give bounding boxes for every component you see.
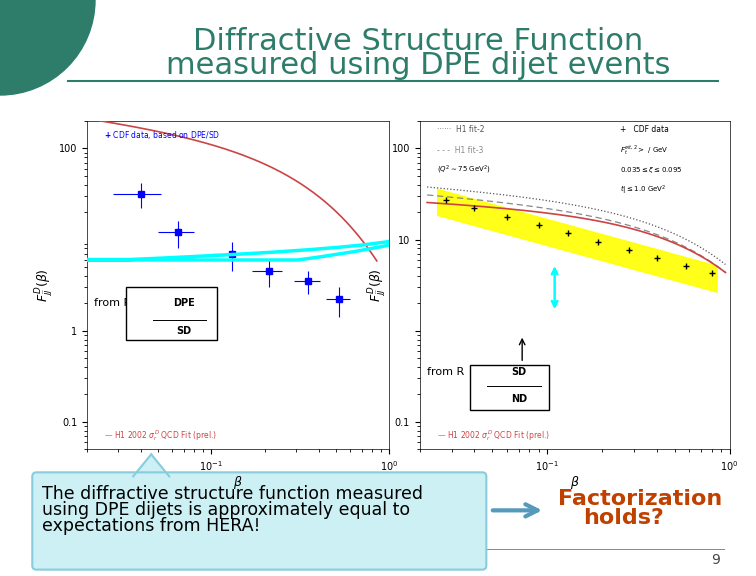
FancyBboxPatch shape bbox=[33, 472, 486, 570]
Text: $\bf{+}$ CDF data, based on DPE/SD: $\bf{+}$ CDF data, based on DPE/SD bbox=[104, 129, 221, 141]
Text: — H1 2002 $\sigma_r^D$ QCD Fit (prel.): — H1 2002 $\sigma_r^D$ QCD Fit (prel.) bbox=[104, 429, 217, 444]
Y-axis label: $F_{jj}^{D}(\beta)$: $F_{jj}^{D}(\beta)$ bbox=[367, 268, 389, 302]
Text: using DPE dijets is approximately equal to: using DPE dijets is approximately equal … bbox=[42, 501, 410, 520]
Text: $F_t^{eit,2}>$ / GeV: $F_t^{eit,2}>$ / GeV bbox=[620, 143, 668, 157]
X-axis label: $\beta$: $\beta$ bbox=[234, 474, 243, 491]
Text: 9: 9 bbox=[711, 553, 720, 567]
FancyBboxPatch shape bbox=[470, 365, 550, 410]
Text: SD: SD bbox=[176, 325, 191, 336]
Text: DPE: DPE bbox=[173, 298, 194, 308]
Text: from R: from R bbox=[94, 298, 132, 308]
Text: expectations from HERA!: expectations from HERA! bbox=[42, 517, 260, 535]
Text: holds?: holds? bbox=[583, 509, 664, 528]
Text: Diffractive Structure Function: Diffractive Structure Function bbox=[193, 26, 643, 55]
Text: from R: from R bbox=[427, 367, 464, 377]
Polygon shape bbox=[133, 454, 169, 476]
X-axis label: $\beta$: $\beta$ bbox=[570, 474, 579, 491]
Text: October 23, 2003.: October 23, 2003. bbox=[40, 553, 166, 567]
Text: Factorization: Factorization bbox=[558, 490, 722, 509]
Text: Kenichi Hatakeyama: Kenichi Hatakeyama bbox=[307, 553, 449, 567]
Text: SD: SD bbox=[511, 367, 526, 377]
Text: ND: ND bbox=[511, 393, 527, 404]
Text: — H1 2002 $\sigma_r^D$ QCD Fit (prel.): — H1 2002 $\sigma_r^D$ QCD Fit (prel.) bbox=[437, 429, 550, 444]
FancyBboxPatch shape bbox=[125, 287, 217, 340]
Text: $(Q^2\sim75\ \mathrm{GeV}^2)$: $(Q^2\sim75\ \mathrm{GeV}^2)$ bbox=[437, 164, 491, 176]
Text: The diffractive structure function measured: The diffractive structure function measu… bbox=[42, 486, 423, 503]
Text: - - -  H1 fit-3: - - - H1 fit-3 bbox=[437, 146, 484, 154]
Y-axis label: $F_{jj}^{D}(\beta)$: $F_{jj}^{D}(\beta)$ bbox=[34, 268, 56, 302]
Text: +   CDF data: + CDF data bbox=[620, 126, 668, 134]
Text: measured using DPE dijet events: measured using DPE dijet events bbox=[166, 51, 671, 81]
Text: $0.035\leq\xi\leq 0.095$: $0.035\leq\xi\leq 0.095$ bbox=[620, 165, 682, 175]
Text: ······  H1 fit-2: ······ H1 fit-2 bbox=[437, 126, 485, 134]
Text: $t|\leq 1.0\ \mathrm{GeV}^2$: $t|\leq 1.0\ \mathrm{GeV}^2$ bbox=[620, 184, 666, 197]
Wedge shape bbox=[0, 0, 95, 95]
